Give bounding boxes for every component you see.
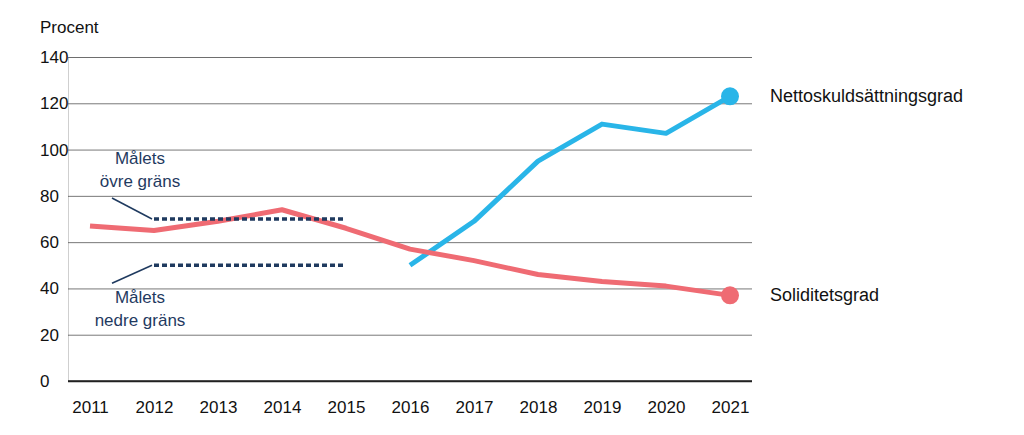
x-tick-label: 2016 bbox=[392, 398, 430, 417]
y-axis: 0 20 40 60 80 100 120 140 bbox=[40, 48, 752, 391]
series-line bbox=[410, 96, 730, 265]
y-tick-label: 40 bbox=[40, 279, 59, 298]
x-tick: 2013 bbox=[200, 381, 238, 417]
y-tick: 140 bbox=[40, 48, 752, 67]
target-label: Måletsövre gräns bbox=[100, 149, 180, 191]
target-label: Måletsnedre gräns bbox=[95, 288, 186, 330]
x-tick: 2012 bbox=[136, 381, 174, 417]
plot-area bbox=[90, 87, 739, 304]
x-tick: 2019 bbox=[584, 381, 622, 417]
x-tick: 2016 bbox=[392, 381, 430, 417]
x-tick: 2021 bbox=[712, 381, 750, 417]
x-tick-label: 2020 bbox=[648, 398, 686, 417]
x-tick: 2020 bbox=[648, 381, 686, 417]
x-axis-line bbox=[68, 380, 752, 381]
target-line bbox=[154, 264, 346, 268]
series-label: Nettoskuldsättningsgrad bbox=[770, 86, 963, 106]
grid-line bbox=[68, 288, 752, 289]
leader-line bbox=[112, 265, 152, 283]
y-tick-label: 80 bbox=[40, 187, 59, 206]
x-tick-label: 2012 bbox=[136, 398, 174, 417]
grid-line bbox=[68, 103, 752, 104]
x-axis: 2011 2012 2013 2014 2015 2016 2017 2018 2019 2020… bbox=[68, 381, 752, 417]
y-tick-label: 120 bbox=[40, 94, 68, 113]
y-tick-label: 20 bbox=[40, 326, 59, 345]
y-axis-line bbox=[69, 58, 753, 382]
x-tick-label: 2019 bbox=[584, 398, 622, 417]
y-axis-title: Procent bbox=[40, 18, 99, 37]
labels: Nettoskuldsättningsgrad Soliditetsgrad Mål… bbox=[95, 86, 963, 330]
x-tick: 2011 bbox=[72, 381, 109, 417]
grid-line bbox=[68, 196, 752, 197]
x-tick-label: 2021 bbox=[712, 398, 750, 417]
y-tick-label: 0 bbox=[40, 372, 49, 391]
target-line bbox=[154, 217, 346, 221]
x-tick-label: 2018 bbox=[520, 398, 558, 417]
y-tick-label: 140 bbox=[40, 48, 68, 67]
x-tick: 2014 bbox=[264, 381, 302, 417]
grid-line bbox=[68, 335, 752, 336]
grid-line bbox=[68, 150, 752, 151]
x-tick: 2018 bbox=[520, 381, 558, 417]
grid-line bbox=[68, 57, 752, 58]
x-tick-label: 2015 bbox=[328, 398, 366, 417]
grid-line bbox=[68, 381, 752, 382]
series-line bbox=[90, 210, 730, 296]
series-label: Soliditetsgrad bbox=[770, 285, 879, 305]
end-marker bbox=[721, 286, 739, 304]
x-tick: 2015 bbox=[328, 381, 366, 417]
y-tick-label: 60 bbox=[40, 233, 59, 252]
chart: Procent020406080100120140201120122013201… bbox=[0, 0, 1024, 435]
y-tick: 0 bbox=[40, 372, 752, 391]
y-tick-label: 100 bbox=[40, 141, 68, 160]
x-tick-label: 2014 bbox=[264, 398, 302, 417]
end-marker bbox=[721, 87, 739, 105]
x-tick-label: 2017 bbox=[456, 398, 494, 417]
y-tick: 120 bbox=[40, 94, 752, 113]
x-tick: 2017 bbox=[456, 381, 494, 417]
grid-line bbox=[68, 242, 752, 243]
x-tick-label: 2011 bbox=[72, 398, 109, 417]
leader-line bbox=[112, 198, 152, 219]
x-tick-label: 2013 bbox=[200, 398, 238, 417]
